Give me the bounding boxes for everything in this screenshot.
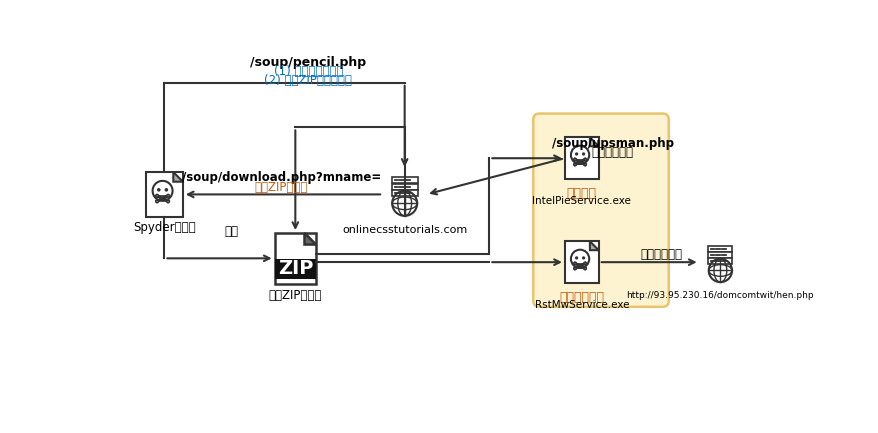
FancyBboxPatch shape [533,113,668,307]
Circle shape [167,194,169,197]
Circle shape [573,158,576,161]
Circle shape [164,188,168,192]
Circle shape [583,267,586,270]
Polygon shape [173,172,183,182]
FancyBboxPatch shape [392,178,417,183]
Circle shape [157,188,161,192]
Circle shape [581,152,585,155]
FancyBboxPatch shape [392,191,417,196]
Circle shape [583,158,586,161]
Text: 文件窃密组件: 文件窃密组件 [558,291,603,304]
Text: /soup/upsman.php: /soup/upsman.php [551,137,673,150]
FancyBboxPatch shape [146,172,183,217]
Text: RstMwService.exe: RstMwService.exe [534,300,629,310]
Polygon shape [304,233,316,245]
Text: 上传文件信息: 上传文件信息 [640,248,682,261]
Circle shape [155,200,158,203]
Circle shape [581,256,585,259]
FancyBboxPatch shape [565,241,598,283]
Circle shape [574,256,578,259]
Text: 截屏组件: 截屏组件 [566,187,596,200]
FancyBboxPatch shape [274,233,316,284]
Polygon shape [589,137,598,146]
FancyBboxPatch shape [708,259,731,264]
Circle shape [167,200,169,203]
Circle shape [573,163,576,166]
Text: /soup/download.php?mname=: /soup/download.php?mname= [182,171,381,184]
FancyBboxPatch shape [274,259,316,279]
Text: 上传截屏数据: 上传截屏数据 [591,146,633,159]
Text: (1) 回传收集的信息: (1) 回传收集的信息 [273,65,342,78]
Text: 解压: 解压 [224,225,238,238]
Polygon shape [589,241,598,250]
Circle shape [583,262,586,265]
Text: http://93.95.230.16/domcomtwit/hen.php: http://93.95.230.16/domcomtwit/hen.php [626,291,813,300]
Text: 下载ZIP压缩包: 下载ZIP压缩包 [255,181,308,194]
Circle shape [573,267,576,270]
Circle shape [574,152,578,155]
FancyBboxPatch shape [565,137,598,179]
Text: /soup/pencil.php: /soup/pencil.php [250,56,366,69]
Circle shape [573,262,576,265]
Text: ZIP: ZIP [277,259,313,278]
Circle shape [155,194,158,197]
Text: IntelPieService.exe: IntelPieService.exe [532,196,630,206]
FancyBboxPatch shape [392,184,417,190]
FancyBboxPatch shape [708,246,731,252]
Text: (2) 获取ZIP压缩包信息: (2) 获取ZIP压缩包信息 [264,74,352,87]
Text: Spyder下载器: Spyder下载器 [133,221,196,234]
Text: 加密ZIP压缩包: 加密ZIP压缩包 [269,289,321,302]
Text: onlinecsstutorials.com: onlinecsstutorials.com [342,225,467,235]
FancyBboxPatch shape [708,252,731,258]
Circle shape [583,163,586,166]
